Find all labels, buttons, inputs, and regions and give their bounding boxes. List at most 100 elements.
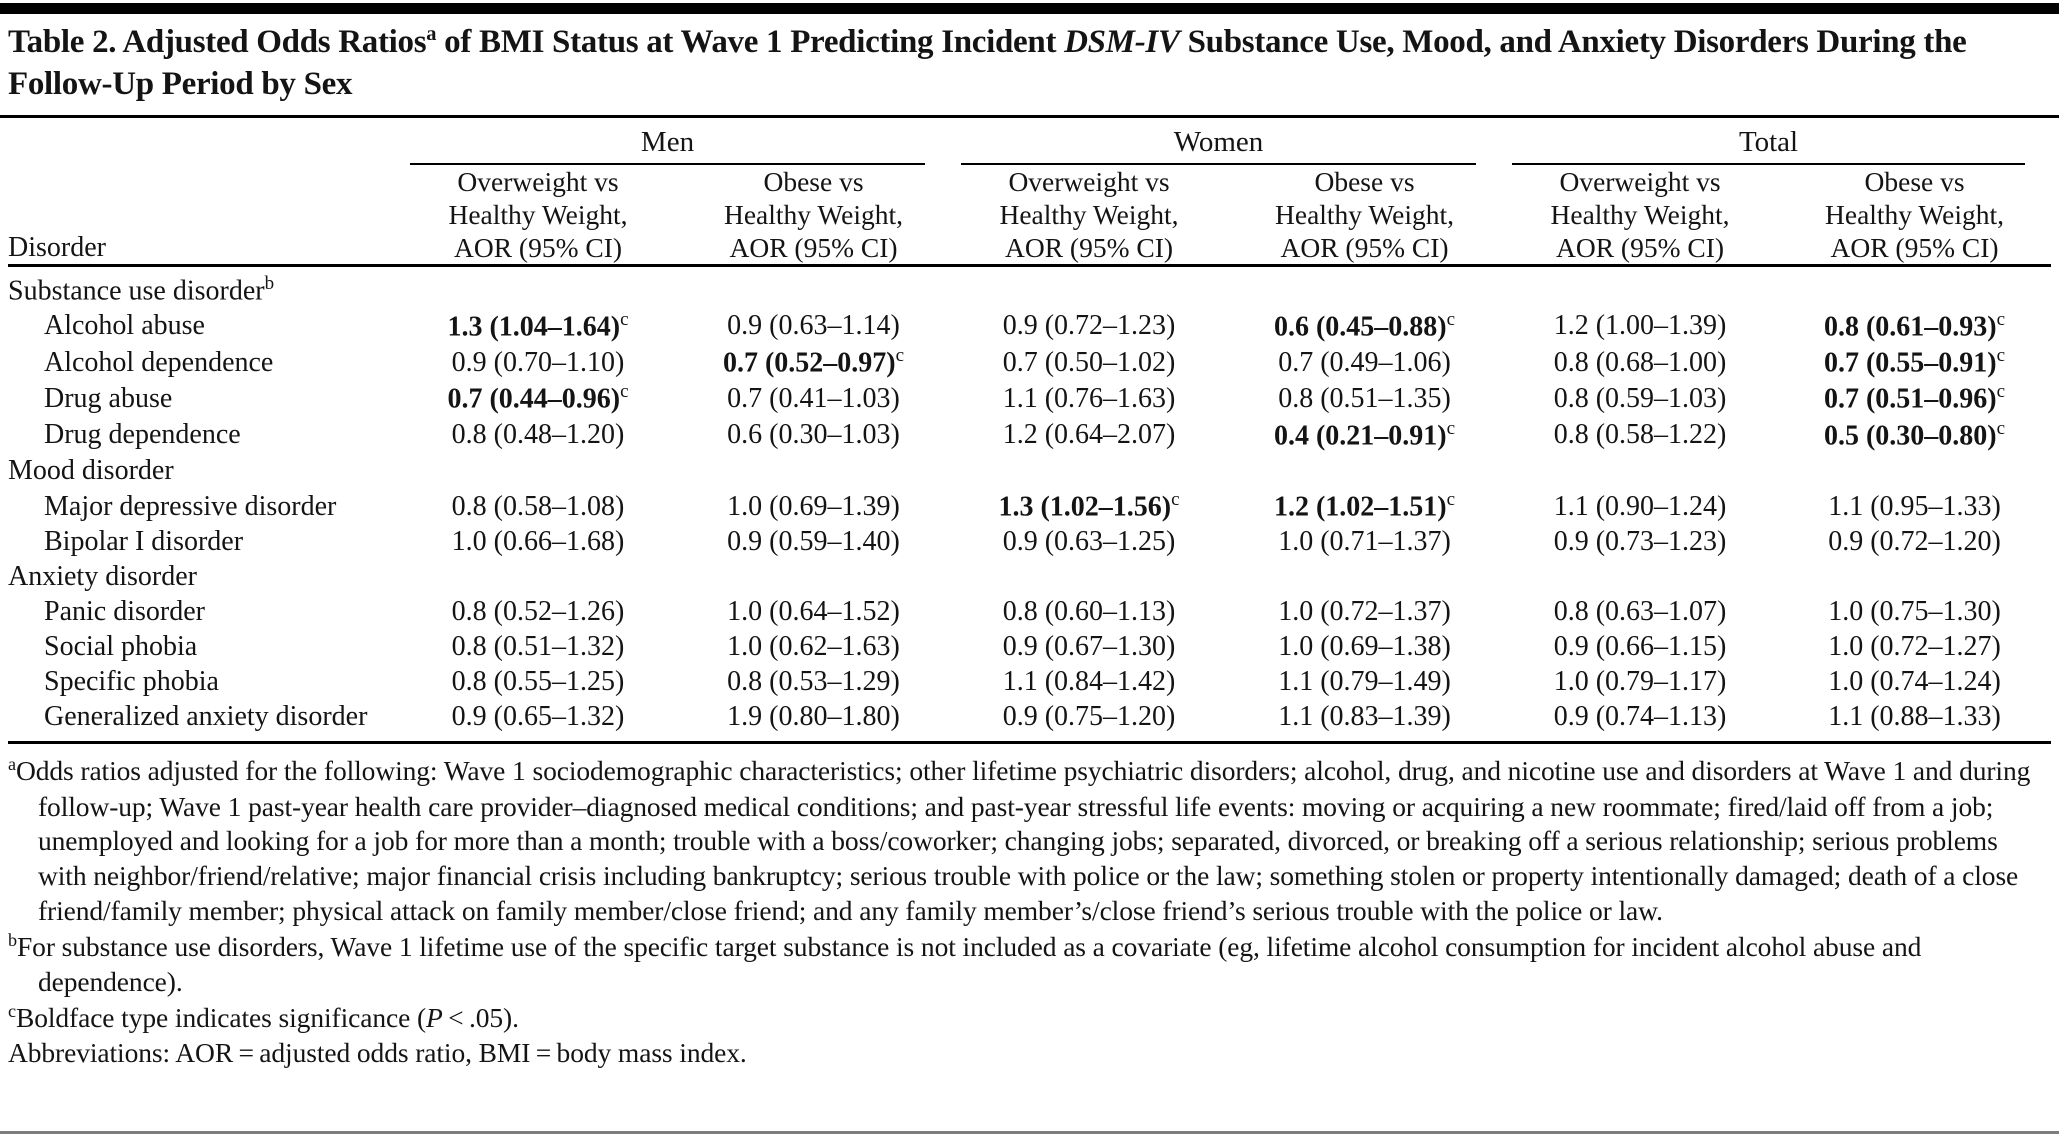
column-header-total-obese: Obese vs Healthy Weight, AOR (95% CI) [1778,164,2052,267]
subheader-row: Disorder Overweight vs Healthy Weight, AOR… [8,164,2052,267]
footnotes-block: aOdds ratios adjusted for the following:… [8,753,2051,1071]
table-row: Social phobia 0.8 (0.51–1.32) 1.0 (0.62–1.… [8,629,2051,664]
value-cell [1502,559,1778,594]
value-cell: 1.1 (0.88–1.33) [1778,699,2052,745]
row-label: Specific phobia [44,666,219,698]
footnote-a: aOdds ratios adjusted for the following:… [8,753,2051,929]
footnote-b-marker: b [8,930,17,951]
row-label: Bipolar I disorder [44,526,244,558]
value-cell: 0.7 (0.44–0.96)c [447,381,629,415]
row-footnote-marker: b [264,272,275,294]
significance-marker: c [620,381,629,403]
value-cell: 0.6 (0.30–1.03) [727,419,900,451]
value-cell: 0.9 (0.59–1.40) [727,526,900,558]
section-row: Substance use disorderb [8,265,2051,308]
value-cell: 1.0 (0.72–1.27) [1828,631,2001,663]
value-cell: 0.9 (0.63–1.14) [727,310,900,342]
table-row: Specific phobia 0.8 (0.55–1.25) 0.8 (0.53–… [8,664,2051,699]
value-cell [951,453,1227,488]
value-cell: 0.6 (0.45–0.88)c [1273,308,1456,343]
value-cell [1502,265,1778,308]
section-row: Mood disorder [8,453,2051,488]
footnote-a-text: Odds ratios adjusted for the following: … [15,755,2031,927]
value-cell: 0.8 (0.58–1.08) [451,490,625,522]
value-cell: 0.5 (0.30–0.80)c [1823,417,2006,452]
significance-marker: c [1996,381,2006,403]
value-cell: 1.0 (0.69–1.39) [727,490,900,522]
value-cell: 0.8 (0.48–1.20) [451,419,625,451]
value-cell: 1.3 (1.02–1.56)c [998,489,1180,523]
group-spanner-row: Men Women Total [8,120,2051,165]
value-cell: 0.7 (0.52–0.97)c [722,345,905,379]
significance-marker: c [1171,489,1180,511]
significance-marker: c [1996,308,2006,330]
value-cell: 0.9 (0.70–1.10) [451,346,625,378]
value-cell: 1.1 (0.76–1.63) [1002,383,1176,415]
column-header-men-obese: Obese vs Healthy Weight, AOR (95% CI) [676,164,952,267]
value-cell: 0.8 (0.59–1.03) [1553,383,1727,415]
value-cell: 1.0 (0.62–1.63) [727,631,900,663]
value-cell: 1.0 (0.69–1.38) [1278,631,1451,663]
value-cell: 1.9 (0.80–1.80) [676,699,952,745]
significance-marker: c [1996,345,2006,367]
value-cell: 0.7 (0.51–0.96)c [1823,381,2006,415]
table-row: Drug dependence 0.8 (0.48–1.20) 0.6 (0.30–… [8,417,2051,453]
value-cell [400,453,676,488]
group-header-men: Men [410,120,926,165]
value-cell: 0.9 (0.63–1.25) [1002,526,1176,558]
value-cell: 0.9 (0.72–1.20) [1828,526,2001,558]
value-cell: 1.2 (0.64–2.07) [1002,419,1176,451]
section-row: Anxiety disorder [8,559,2051,594]
significance-marker: c [1446,308,1456,330]
value-cell: 1.0 (0.74–1.24) [1828,666,2001,698]
table-row: Major depressive disorder 0.8 (0.58–1.08)… [8,488,2051,524]
table-row: Alcohol abuse 1.3 (1.04–1.64)c 0.9 (0.63–1… [8,308,2051,344]
value-cell: 0.4 (0.21–0.91)c [1273,417,1456,452]
row-label: Anxiety disorder [8,561,197,593]
title-divider-rule [0,115,2059,119]
footnote-c-text-pre: Boldface type indicates significance ( [15,1002,427,1034]
column-header-disorder: Disorder [8,164,400,267]
value-cell: 1.0 (0.66–1.68) [451,526,625,558]
value-cell: 0.9 (0.72–1.23) [1002,310,1176,342]
value-cell: 0.8 (0.55–1.25) [451,666,625,698]
value-cell [1778,453,2051,488]
value-cell: 1.1 (0.83–1.39) [1227,699,1503,745]
value-cell: 0.8 (0.53–1.29) [727,666,900,698]
aor-table: Men Women Total Disorder Overweight vs He… [8,120,2052,745]
value-cell: 1.2 (1.02–1.51)c [1273,489,1456,523]
value-cell: 0.9 (0.65–1.32) [400,699,676,745]
value-cell [676,559,951,594]
footnote-a-marker: a [8,754,16,775]
footnote-b: bFor substance use disorders, Wave 1 lif… [8,929,2051,1000]
value-cell [951,265,1227,308]
spanner-spacer [8,120,400,164]
value-cell: 0.8 (0.68–1.00) [1553,346,1727,378]
value-cell [1227,265,1502,308]
value-cell: 0.8 (0.58–1.22) [1553,419,1727,451]
value-cell [1227,559,1502,594]
title-text-1: Table 2. Adjusted Odds Ratios [8,24,427,60]
row-label: Alcohol dependence [44,346,274,378]
value-cell: 1.0 (0.75–1.30) [1828,596,2001,628]
value-cell [1227,453,1502,488]
column-header-women-overweight: Overweight vs Healthy Weight, AOR (95% CI) [951,164,1228,267]
value-cell [951,559,1227,594]
value-cell [676,453,951,488]
row-label: Alcohol abuse [44,310,205,342]
value-cell: 1.1 (0.79–1.49) [1278,666,1451,698]
value-cell: 1.3 (1.04–1.64)c [447,308,629,343]
group-header-women: Women [961,120,1477,165]
footnote-c-marker: c [8,1001,16,1022]
value-cell: 1.2 (1.00–1.39) [1553,310,1727,342]
significance-marker: c [620,308,629,330]
value-cell: 0.7 (0.50–1.02) [1002,346,1176,378]
row-label: Major depressive disorder [44,490,337,522]
value-cell: 1.1 (0.90–1.24) [1553,490,1727,522]
title-text-3: Substance Use, Mood, and Anxiety Disorde… [8,24,1967,102]
row-label: Panic disorder [44,596,205,628]
value-cell: 0.9 (0.75–1.20) [951,699,1228,745]
value-cell [1778,559,2051,594]
bottom-rule-bar [0,1131,2059,1134]
significance-marker: c [1996,417,2006,439]
